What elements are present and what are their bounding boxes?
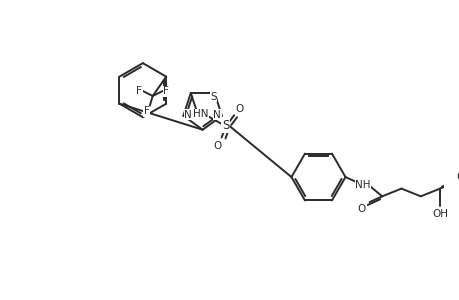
Text: F: F	[163, 86, 169, 96]
Text: F: F	[136, 86, 142, 96]
Text: OH: OH	[431, 209, 447, 219]
Text: F: F	[144, 106, 150, 116]
Text: O: O	[455, 172, 459, 182]
Text: O: O	[357, 204, 365, 214]
Text: O: O	[213, 141, 221, 151]
Text: HN: HN	[192, 109, 208, 119]
Text: N: N	[184, 110, 192, 120]
Text: S: S	[210, 92, 217, 102]
Text: NH: NH	[354, 180, 370, 190]
Text: N: N	[213, 110, 220, 120]
Text: O: O	[235, 103, 243, 113]
Text: S: S	[221, 119, 229, 132]
